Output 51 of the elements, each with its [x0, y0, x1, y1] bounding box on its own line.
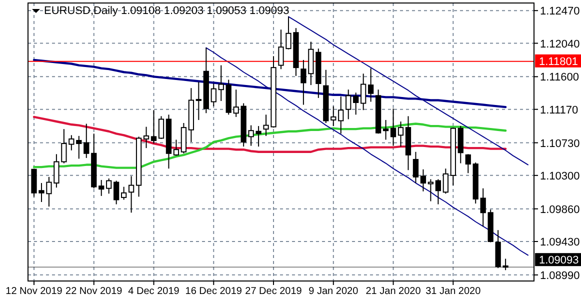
candlestick [382, 119, 389, 140]
y-tick-label: 1.08990 [540, 270, 580, 282]
candlestick [196, 81, 202, 120]
x-tick-label: 22 Nov 2019 [66, 286, 123, 297]
candlestick [338, 96, 344, 134]
x-tick-label: 9 Jan 2020 [308, 286, 359, 297]
candlestick [233, 89, 239, 118]
candlestick [218, 64, 224, 102]
candlestick [158, 116, 164, 140]
candlestick [428, 178, 434, 202]
candlestick [480, 188, 486, 227]
y-tick-label: 1.10730 [540, 138, 580, 150]
candlestick [346, 89, 352, 120]
y-tick-label: 1.10300 [540, 170, 580, 182]
y-tick-label: 1.11600 [540, 72, 579, 84]
x-tick-label: 27 Dec 2019 [245, 286, 302, 297]
candlestick [143, 126, 150, 149]
y-tick-label: 1.11170 [540, 104, 578, 116]
candlestick [390, 108, 396, 146]
candlestick [76, 135, 82, 160]
y-tick-label: 1.09860 [540, 204, 580, 216]
candlestick [330, 106, 336, 127]
chart-title: EURUSD,Daily 1.09108 1.09203 1.09053 1.09093 [44, 5, 290, 17]
y-tick-label: 1.12470 [540, 6, 580, 18]
x-tick-label: 16 Dec 2019 [185, 286, 242, 297]
x-tick-label: 12 Nov 2019 [6, 286, 63, 297]
candlestick [114, 180, 120, 205]
y-tick-label: 1.09430 [540, 236, 580, 249]
x-tick-label: 4 Dec 2019 [128, 286, 180, 297]
candlestick [210, 83, 216, 107]
candlestick [106, 178, 112, 194]
candlestick [435, 178, 442, 205]
candlestick [360, 73, 366, 111]
x-tick-label: 31 Jan 2020 [426, 286, 482, 297]
candlestick [84, 123, 90, 158]
x-tick-label: 21 Jan 2020 [366, 286, 422, 297]
candlestick [128, 176, 134, 214]
candlestick [442, 168, 448, 194]
candlestick [412, 151, 419, 184]
candlestick [173, 139, 180, 156]
ref-line-label: 1.09093 [539, 254, 579, 267]
candlestick [465, 154, 471, 174]
y-tick-label: 1.12040 [540, 38, 580, 50]
candlestick [368, 68, 374, 102]
candlestick [98, 179, 104, 196]
ref-line-label: 1.11801 [539, 56, 578, 68]
candlestick [353, 92, 359, 116]
candlestick [121, 186, 127, 200]
candlestick [150, 110, 157, 144]
candlestick [420, 168, 426, 192]
candlestick [398, 120, 404, 148]
